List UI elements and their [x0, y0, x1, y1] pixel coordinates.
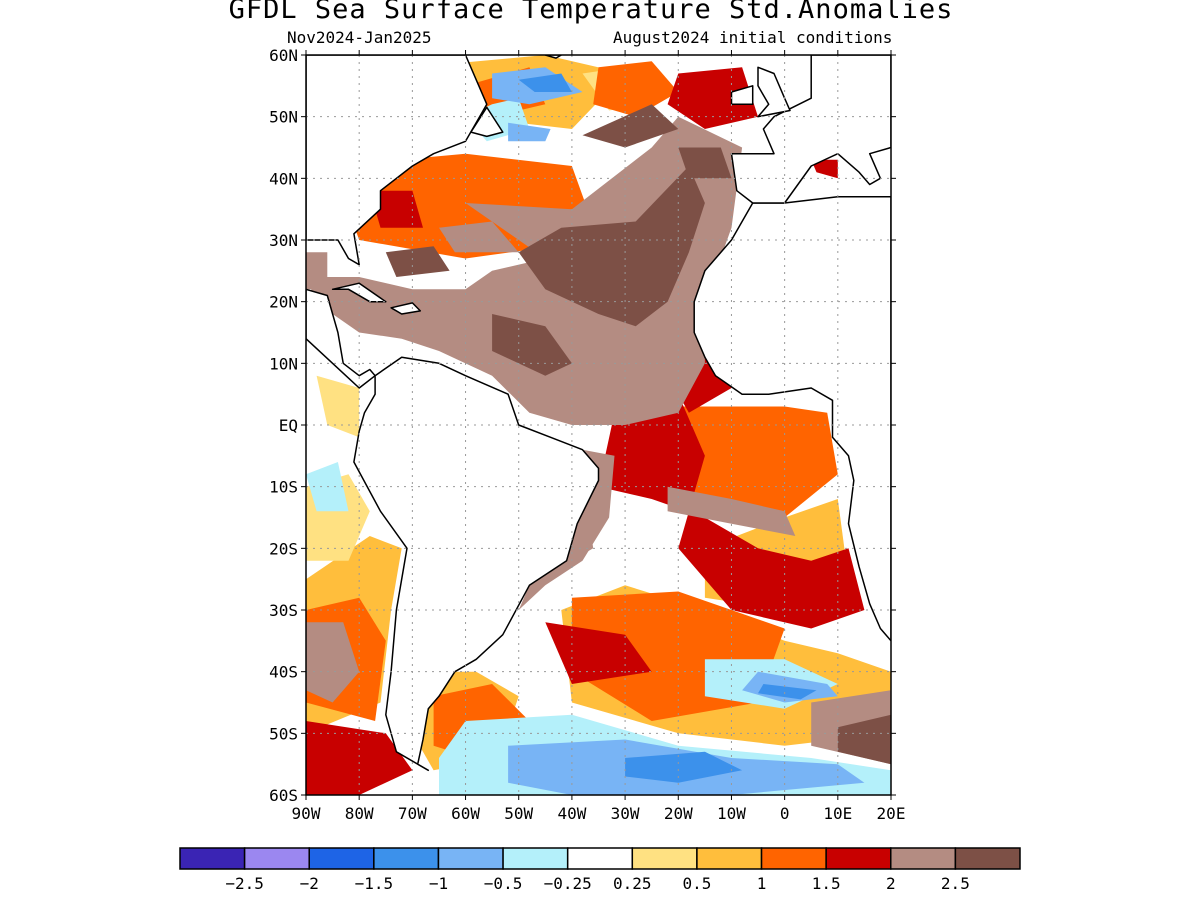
- colorbar-label: −1: [429, 874, 448, 893]
- map-title: GFDL Sea Surface Temperature Std.Anomali…: [228, 0, 954, 25]
- anomaly-area-8: [316, 375, 360, 438]
- anomaly-area-36: [385, 246, 450, 277]
- anomaly-area-23: [306, 116, 743, 425]
- colorbar-swatch: [825, 847, 892, 870]
- land-british-isles: [757, 66, 791, 118]
- lon-tick-label: 80W: [345, 804, 374, 823]
- colorbar-label: −2.5: [225, 874, 264, 893]
- lat-tick-label: 30N: [269, 231, 298, 250]
- colorbar-swatch: [373, 847, 440, 870]
- lat-tick-label: 60S: [269, 786, 298, 805]
- lon-tick-label: 30W: [611, 804, 640, 823]
- lat-tick-label: 10S: [269, 478, 298, 497]
- lon-tick-label: 20W: [664, 804, 693, 823]
- colorbar-swatch: [760, 847, 827, 870]
- graticule: [306, 55, 891, 795]
- colorbar-swatch: [954, 847, 1021, 870]
- anomaly-area-29: [306, 252, 328, 290]
- anomaly-area-14: [593, 61, 679, 117]
- lon-tick-label: 60W: [451, 804, 480, 823]
- lon-tick-label: 10W: [717, 804, 746, 823]
- anomaly-area-33: [678, 147, 732, 179]
- anomaly-area-21: [369, 190, 423, 228]
- colorbar-swatch: [566, 847, 634, 870]
- land-central-america: [306, 288, 376, 389]
- anomaly-area-16: [598, 394, 865, 629]
- land-masses: [306, 55, 891, 772]
- anomaly-area-44: [508, 122, 551, 142]
- anomaly-area-35: [837, 714, 891, 765]
- colorbar-label: −2: [300, 874, 319, 893]
- anomaly-area-20: [667, 67, 758, 129]
- anomaly-area-43: [742, 671, 838, 703]
- land-ireland: [730, 85, 754, 106]
- lat-tick-label: 20S: [269, 539, 298, 558]
- land-newfoundland: [470, 106, 504, 138]
- anomaly-area-46: [518, 73, 572, 92]
- initial-conditions: August2024 initial conditions: [613, 28, 893, 47]
- colorbar-label: 1: [757, 874, 767, 893]
- lat-tick-label: 50N: [269, 108, 298, 127]
- lon-tick-label: 40W: [557, 804, 586, 823]
- anomaly-area-26: [306, 622, 360, 703]
- colorbar-label: 0.5: [682, 874, 711, 893]
- lon-tick-label: 70W: [398, 804, 427, 823]
- anomaly-area-18: [306, 721, 413, 795]
- anomaly-area-28: [439, 221, 519, 253]
- colorbar-label: 2: [886, 874, 896, 893]
- lat-tick-label: 60N: [269, 46, 298, 65]
- colorbar-label: 1.5: [812, 874, 841, 893]
- anomaly-area-31: [518, 166, 705, 327]
- lat-tick-label: 50S: [269, 724, 298, 743]
- colorbar: −2.5 −2 −1.5 −1 −0.5 −0.25 0.25 0.5 1 1.5 2 2.5: [179, 847, 1021, 893]
- colorbar-label: −0.25: [544, 874, 592, 893]
- land-greenland-edge: [544, 55, 563, 59]
- lon-tick-label: 20E: [877, 804, 906, 823]
- lon-tick-label: 90W: [292, 804, 321, 823]
- lat-tick-label: 40S: [269, 663, 298, 682]
- land-hispaniola: [390, 302, 422, 315]
- anomaly-area-47: [758, 684, 817, 700]
- lon-tick-label: 0: [780, 804, 790, 823]
- colorbar-swatch: [179, 847, 246, 870]
- colorbar-label: 0.25: [613, 874, 652, 893]
- forecast-period: Nov2024-Jan2025: [287, 28, 432, 47]
- colorbar-swatch: [696, 847, 763, 870]
- lon-tick-label: 50W: [504, 804, 533, 823]
- colorbar-swatch: [502, 847, 569, 870]
- colorbar-swatch: [890, 847, 957, 870]
- colorbar-swatch: [437, 847, 504, 870]
- lat-tick-label: EQ: [279, 416, 298, 435]
- lat-tick-label: 10N: [269, 354, 298, 373]
- anomaly-area-34: [582, 104, 679, 148]
- anomaly-area-45: [625, 751, 743, 783]
- land-south-america: [353, 356, 600, 772]
- colorbar-swatch: [243, 847, 310, 870]
- lat-tick-label: 30S: [269, 601, 298, 620]
- land-north-america: [306, 55, 488, 266]
- colorbar-label: −1.5: [355, 874, 394, 893]
- lat-tick-label: 40N: [269, 169, 298, 188]
- lon-tick-label: 10E: [823, 804, 852, 823]
- land-europe: [730, 55, 891, 204]
- colorbar-label: 2.5: [941, 874, 970, 893]
- colorbar-label: −0.5: [484, 874, 523, 893]
- colorbar-swatch: [631, 847, 698, 870]
- anomaly-area-32: [492, 314, 572, 376]
- anomaly-area-24: [518, 449, 615, 610]
- colorbar-swatch: [308, 847, 375, 870]
- land-africa: [693, 196, 891, 642]
- anomaly-area-22: [811, 159, 838, 179]
- axis-ticks: 90W 80W 70W 60W 50W 40W 30W 20W 10W 0 10E 20E 60N 50N…: [269, 46, 905, 823]
- lat-tick-label: 20N: [269, 293, 298, 312]
